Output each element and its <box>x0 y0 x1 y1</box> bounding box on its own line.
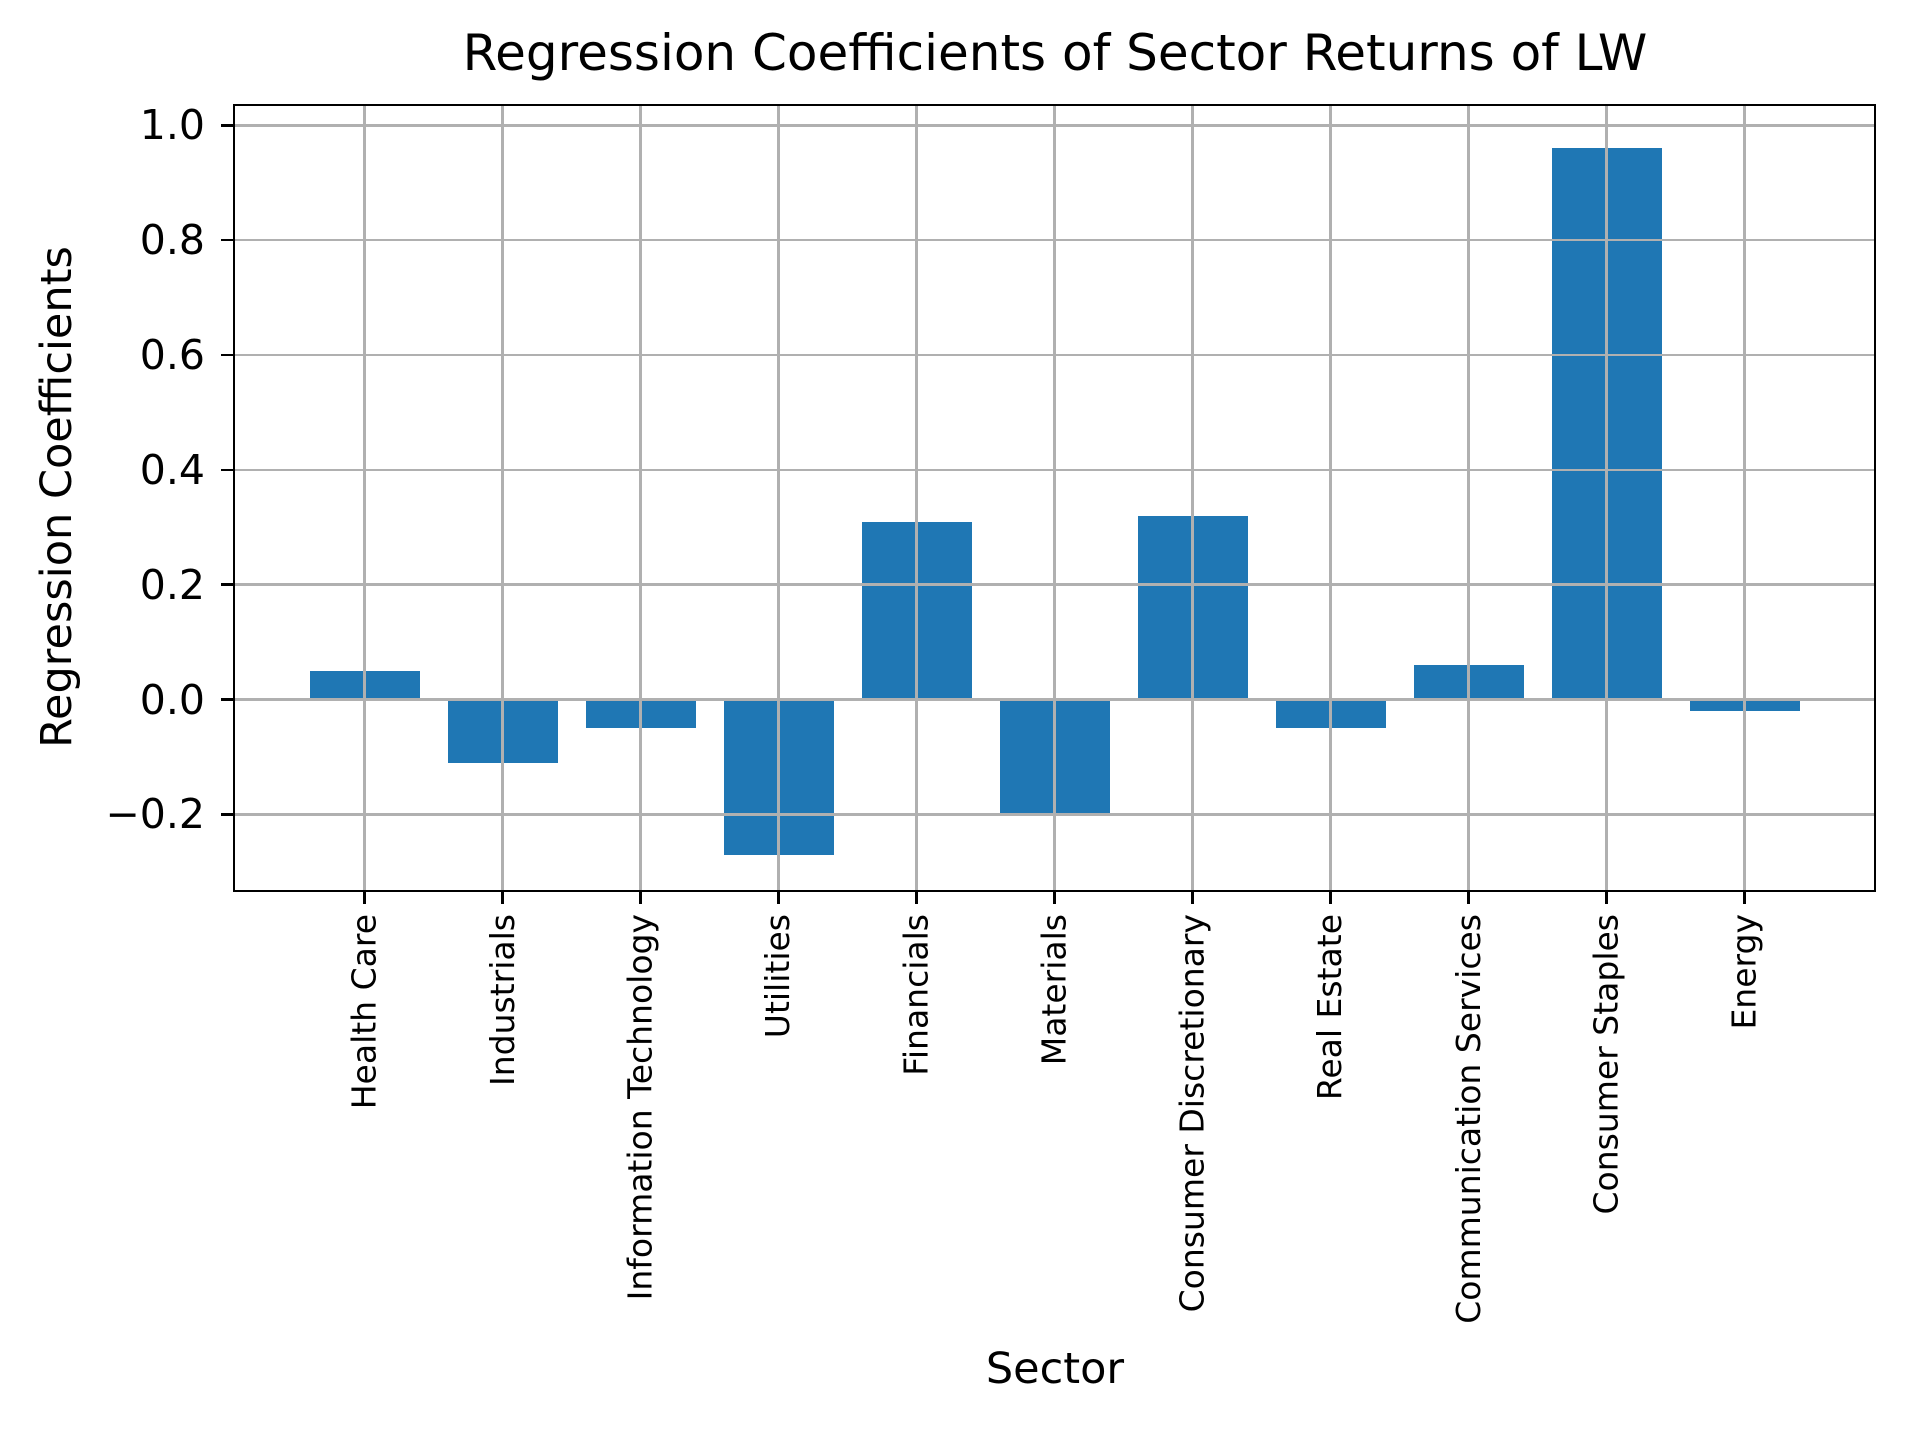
x-tick <box>1743 892 1746 904</box>
gridline-horizontal <box>233 813 1876 816</box>
x-tick-label-text: Real Estate <box>1310 914 1350 1101</box>
y-tick <box>221 353 233 357</box>
gridline-vertical <box>1191 104 1194 892</box>
x-tick <box>1329 892 1332 904</box>
x-tick <box>363 892 366 904</box>
gridline-vertical <box>1053 104 1056 892</box>
gridline-vertical <box>777 104 780 892</box>
y-tick-label: 0.8 <box>139 216 205 265</box>
gridline-vertical <box>363 104 366 892</box>
gridline-vertical <box>1467 104 1470 892</box>
x-tick <box>777 892 780 904</box>
y-tick <box>221 813 233 816</box>
gridline-horizontal <box>233 353 1876 357</box>
x-tick <box>1467 892 1470 904</box>
y-tick-label: 0.0 <box>139 675 205 724</box>
y-tick <box>221 583 233 586</box>
gridline-horizontal <box>233 583 1876 586</box>
x-tick-label-text: Industrials <box>482 914 522 1086</box>
x-tick-label-text: Financials <box>896 914 936 1076</box>
gridline-horizontal <box>233 468 1876 472</box>
gridline-vertical <box>501 104 504 892</box>
gridline-horizontal <box>233 238 1876 242</box>
gridline-vertical <box>639 104 642 892</box>
plot-area <box>233 104 1876 892</box>
x-tick <box>1191 892 1194 904</box>
y-tick-label: −0.2 <box>105 790 205 839</box>
gridline-vertical <box>1743 104 1746 892</box>
y-tick <box>221 698 233 701</box>
x-tick <box>501 892 504 904</box>
gridline-horizontal <box>233 124 1876 127</box>
x-tick <box>915 892 918 904</box>
y-tick <box>221 468 233 472</box>
gridline-vertical <box>1329 104 1332 892</box>
y-axis-label-text: Regression Coefficients <box>32 246 82 748</box>
x-tick <box>1053 892 1056 904</box>
x-tick-label-text: Consumer Staples <box>1586 914 1626 1215</box>
x-tick <box>639 892 642 904</box>
x-tick-label-text: Materials <box>1034 914 1074 1066</box>
axes-spines <box>233 104 1876 892</box>
y-tick <box>221 238 233 242</box>
x-tick <box>1605 892 1608 904</box>
y-tick-label: 1.0 <box>139 101 205 150</box>
x-tick-label-text: Health Care <box>344 914 384 1110</box>
gridline-horizontal <box>233 698 1876 701</box>
y-tick-label: 0.2 <box>139 560 205 609</box>
gridline-vertical <box>915 104 918 892</box>
gridline-vertical <box>1605 104 1608 892</box>
x-tick-label-text: Utilities <box>758 914 798 1039</box>
y-tick-label: 0.4 <box>139 445 205 494</box>
y-tick-label: 0.6 <box>139 330 205 379</box>
x-axis-label: Sector <box>985 1344 1125 1394</box>
y-tick <box>221 124 233 127</box>
x-tick-label-text: Consumer Discretionary <box>1172 914 1212 1313</box>
x-tick-label-text: Communication Services <box>1448 914 1488 1324</box>
x-tick-label-text: Energy <box>1724 914 1764 1030</box>
x-tick-label-text: Information Technology <box>620 914 660 1301</box>
chart-title: Regression Coefficients of Sector Return… <box>462 24 1648 82</box>
